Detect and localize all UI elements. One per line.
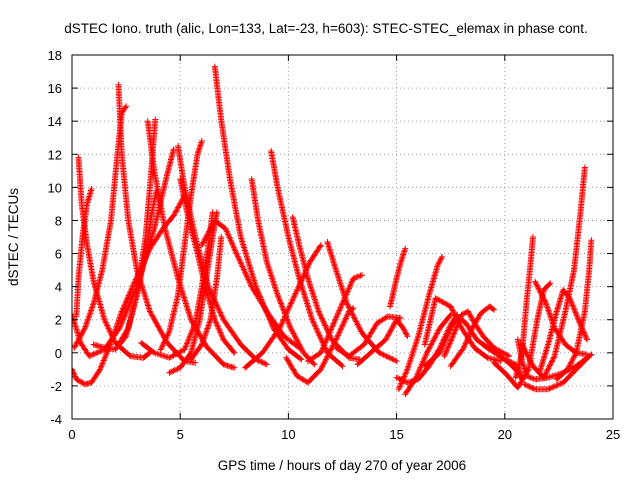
series-34	[447, 303, 497, 370]
series-3	[73, 186, 95, 320]
series-14	[166, 209, 220, 376]
series-21	[242, 242, 324, 371]
series-15-markers	[188, 234, 225, 363]
series-23	[283, 305, 357, 386]
y-tick-label: 8	[55, 213, 62, 228]
series-26-markers	[354, 316, 411, 368]
series-9	[116, 187, 160, 346]
series-25	[333, 313, 404, 360]
series-28-markers	[387, 245, 409, 310]
series-29	[395, 253, 445, 393]
y-tick-label: -2	[50, 379, 62, 394]
series-21-markers	[242, 242, 324, 371]
plot-frame	[71, 54, 614, 420]
y-tick-label: 0	[55, 346, 62, 361]
y-tick-label: 4	[55, 280, 62, 295]
y-axis-label: dSTEC / TECUs	[6, 188, 21, 286]
series-22-markers	[324, 239, 400, 365]
axis-ticks: 0 5 10 15 20 25 -4 -2 0 2 4 6 8 10 12 14 16 18	[48, 48, 621, 442]
series-30	[402, 311, 454, 398]
x-tick-label: 10	[281, 427, 295, 442]
grid-lines	[72, 55, 613, 419]
series-41-markers	[519, 164, 588, 381]
series-43	[553, 237, 595, 383]
series-15	[188, 234, 225, 363]
series-28	[387, 245, 409, 310]
series-38-markers	[521, 353, 593, 393]
y-tick-label: 6	[55, 247, 62, 262]
series-25-markers	[333, 313, 404, 360]
y-tick-label: 10	[48, 180, 62, 195]
x-tick-label: 15	[389, 427, 403, 442]
series-14-markers	[166, 209, 220, 376]
series-29-markers	[395, 253, 445, 393]
series-24-markers	[304, 272, 365, 365]
series-6	[115, 81, 199, 366]
series-43-markers	[553, 237, 595, 383]
series-18-markers	[248, 176, 318, 368]
series-9-markers	[116, 187, 160, 346]
x-tick-label: 0	[68, 427, 75, 442]
series-38	[521, 353, 593, 393]
data-marks	[72, 63, 595, 398]
x-tick-label: 5	[177, 427, 184, 442]
series-34-markers	[447, 303, 497, 370]
series-3-markers	[73, 186, 95, 320]
series-24	[304, 272, 365, 365]
series-30-markers	[402, 311, 454, 398]
series-23-markers	[283, 305, 357, 386]
series-6-markers	[115, 81, 199, 366]
series-33	[421, 295, 504, 365]
series-41	[519, 164, 588, 381]
y-tick-label: 2	[55, 313, 62, 328]
series-22	[324, 239, 400, 365]
series-33-markers	[421, 295, 504, 365]
series-17-markers	[198, 217, 303, 351]
x-axis-label: GPS time / hours of day 270 of year 2006	[218, 458, 466, 473]
x-tick-label: 20	[498, 427, 512, 442]
series-18	[248, 176, 318, 368]
series-17	[198, 217, 303, 351]
y-tick-label: 16	[48, 81, 62, 96]
chart-title: dSTEC Iono. truth (alic, Lon=133, Lat=-2…	[64, 21, 587, 36]
y-tick-label: -4	[50, 412, 62, 427]
series-26	[354, 316, 411, 368]
y-tick-label: 18	[48, 48, 62, 63]
x-tick-label: 25	[606, 427, 620, 442]
y-tick-label: 14	[48, 114, 62, 129]
y-tick-label: 12	[48, 147, 62, 162]
